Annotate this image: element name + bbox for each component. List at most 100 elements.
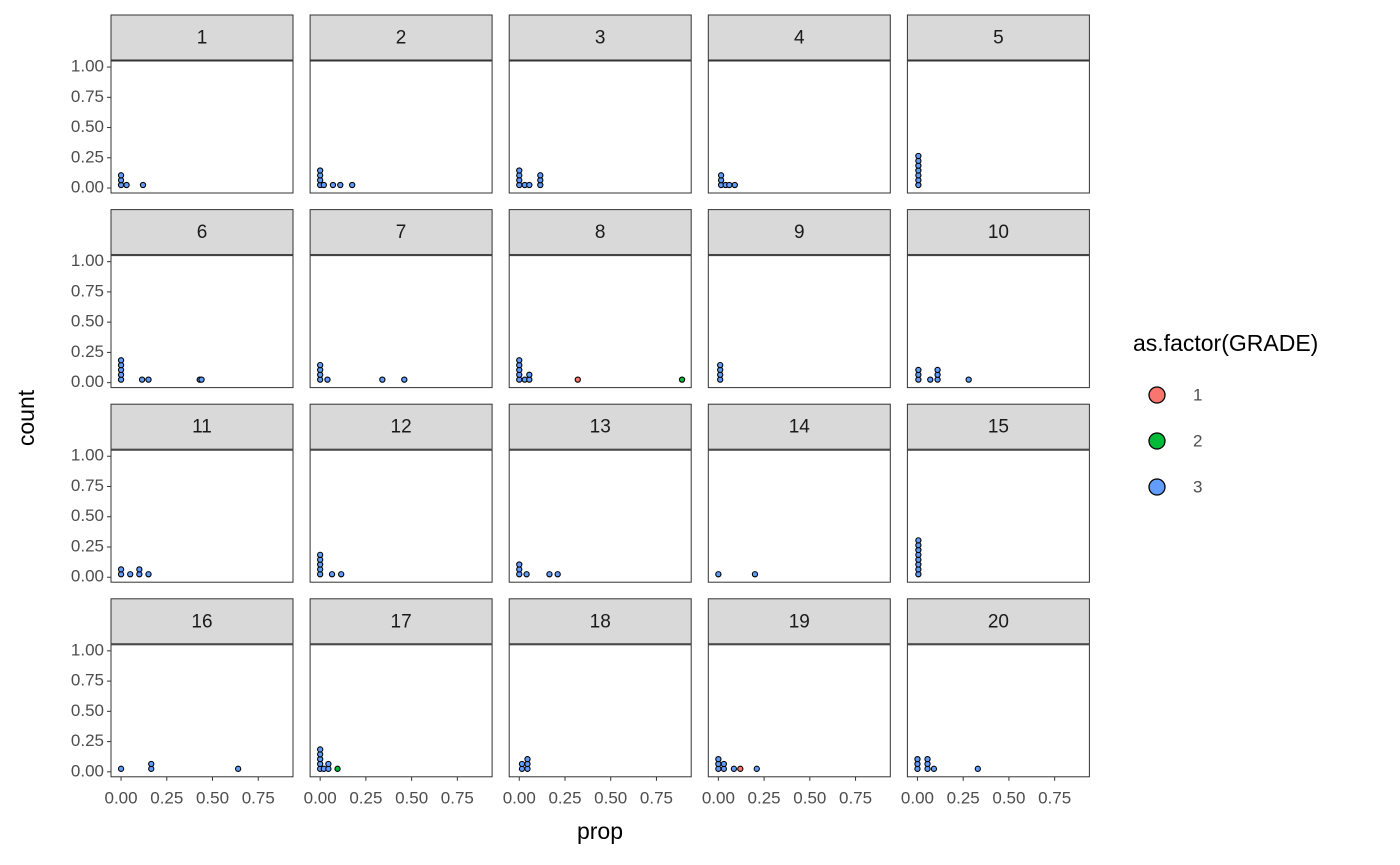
strip	[707, 598, 891, 645]
panel	[309, 255, 493, 389]
dot	[720, 760, 727, 768]
dot	[234, 765, 242, 772]
legend-key	[1148, 478, 1166, 496]
panel	[508, 644, 692, 778]
strip	[906, 209, 1090, 256]
x-tick-label: 0.25	[150, 788, 183, 807]
dot	[927, 376, 934, 383]
y-tick-label: 0.00	[71, 761, 104, 780]
legend-title: as.factor(GRADE)	[1133, 330, 1318, 356]
x-tick-label: 0.75	[839, 788, 872, 807]
dot	[117, 566, 125, 573]
dot	[737, 765, 744, 772]
x-axis-label: prop	[577, 818, 623, 844]
strip	[508, 403, 692, 450]
strip-label: 2	[396, 28, 407, 49]
dot	[934, 366, 941, 374]
strip-label: 7	[396, 222, 407, 243]
strip-label: 5	[993, 28, 1004, 49]
dot	[753, 765, 760, 772]
panel	[110, 60, 294, 194]
strip-label: 14	[789, 417, 811, 438]
dot	[524, 755, 531, 763]
dot	[334, 765, 341, 772]
dot	[965, 376, 972, 383]
panel	[906, 60, 1090, 194]
strip	[707, 403, 891, 450]
legend-label: 2	[1193, 431, 1202, 450]
dot	[138, 376, 146, 383]
panel	[707, 255, 891, 389]
y-tick-label: 0.00	[71, 567, 104, 586]
strip-label: 10	[988, 222, 1009, 243]
dot	[523, 571, 530, 578]
dot	[123, 181, 130, 189]
y-tick-label: 1.00	[71, 446, 104, 465]
strip	[508, 209, 692, 256]
strip-label: 8	[595, 222, 606, 243]
x-tick-label: 0.50	[196, 788, 229, 807]
strip-label: 19	[789, 611, 810, 632]
x-tick-label: 0.25	[548, 788, 581, 807]
strip-label: 16	[191, 611, 212, 632]
strip	[110, 598, 294, 645]
strip	[508, 14, 692, 61]
dot	[574, 376, 581, 383]
y-tick-label: 0.75	[71, 281, 104, 300]
dot	[136, 566, 143, 573]
dot	[974, 765, 981, 772]
dot	[317, 746, 324, 753]
dot	[930, 765, 938, 772]
dot	[117, 357, 125, 364]
x-tick-label: 0.00	[702, 788, 735, 807]
x-tick-label: 0.25	[748, 788, 781, 807]
dot	[329, 181, 337, 189]
y-axis-label: count	[13, 389, 39, 446]
y-tick-label: 0.50	[71, 506, 104, 525]
dot	[915, 537, 922, 544]
y-tick-label: 0.50	[71, 701, 104, 720]
strip	[309, 209, 493, 256]
dot	[325, 760, 332, 768]
strip-label: 17	[391, 611, 412, 632]
panel	[906, 644, 1090, 778]
y-tick-label: 0.75	[71, 671, 104, 690]
dot	[324, 376, 331, 383]
dot	[717, 361, 724, 369]
strip-label: 11	[192, 417, 212, 438]
x-tick-label: 0.50	[395, 788, 428, 807]
x-tick-label: 0.00	[304, 788, 337, 807]
panel	[707, 60, 891, 194]
strip-label: 3	[595, 28, 606, 49]
y-tick-label: 0.00	[71, 372, 104, 391]
y-tick-label: 0.00	[71, 178, 104, 197]
strip	[906, 403, 1090, 450]
dot	[198, 376, 205, 383]
legend-key	[1148, 432, 1166, 450]
dot	[127, 571, 134, 578]
dot	[717, 172, 725, 179]
panel	[110, 644, 294, 778]
panel	[906, 255, 1090, 389]
strip-label: 9	[794, 222, 805, 243]
x-tick-label: 0.75	[1038, 788, 1071, 807]
y-tick-label: 1.00	[71, 251, 104, 270]
strip-label: 12	[391, 417, 412, 438]
y-tick-label: 0.25	[71, 342, 104, 361]
strip-label: 4	[794, 28, 805, 49]
dot	[915, 366, 922, 374]
x-tick-label: 0.50	[793, 788, 826, 807]
y-tick-label: 1.00	[71, 57, 104, 76]
dot	[516, 561, 523, 568]
dot	[526, 181, 533, 189]
y-tick-label: 0.50	[71, 117, 104, 136]
x-tick-label: 0.75	[242, 788, 275, 807]
legend-label: 3	[1193, 477, 1202, 496]
dot	[678, 376, 686, 383]
y-tick-label: 1.00	[71, 640, 104, 659]
dot	[537, 172, 544, 179]
strip	[110, 209, 294, 256]
strip-label: 18	[590, 611, 611, 632]
x-tick-label: 0.25	[947, 788, 980, 807]
